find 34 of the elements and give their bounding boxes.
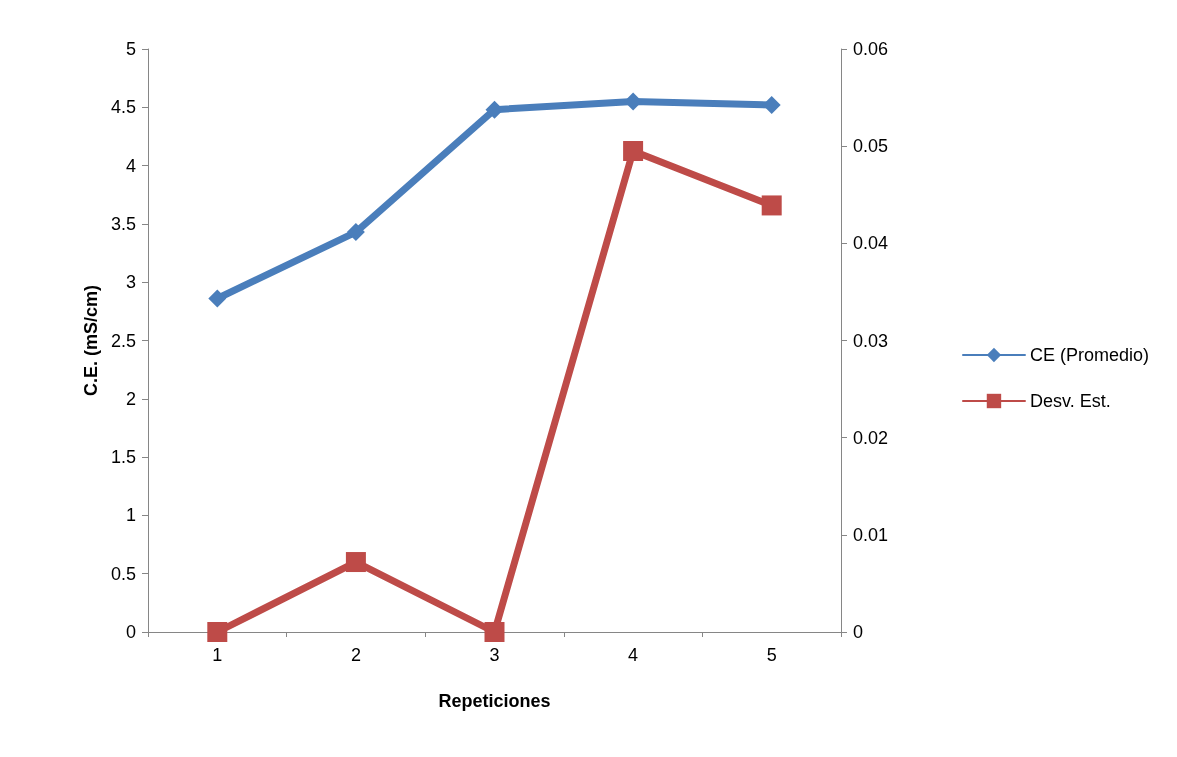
- legend-label: CE (Promedio): [1029, 345, 1149, 365]
- y-tick-label: 3.5: [110, 213, 136, 234]
- point: [761, 195, 782, 216]
- y-tick-label: 2.5: [110, 330, 136, 351]
- y2-tick-label: 0: [853, 622, 864, 642]
- x-tick-label: 1: [212, 645, 223, 665]
- x-tick-label: 2: [350, 645, 361, 665]
- y2-tick-label: 0.05: [853, 136, 889, 157]
- legend-label: Desv. Est.: [1029, 391, 1111, 411]
- y2-tick-label: 0.04: [853, 233, 889, 254]
- y2-tick-label: 0.06: [853, 39, 889, 59]
- point: [346, 223, 365, 242]
- y-tick-label: 3: [125, 272, 136, 293]
- y-axis-title: C.E. (mS/cm): [81, 284, 101, 397]
- y-tick-label: 0: [125, 622, 136, 642]
- x-tick-label: 3: [489, 645, 500, 665]
- y-tick-label: 0.5: [110, 563, 136, 584]
- point: [345, 552, 366, 573]
- x-axis-title: Repeticiones: [438, 691, 551, 711]
- y2-tick-label: 0.01: [853, 524, 889, 545]
- y2-tick-label: 0.02: [853, 427, 889, 448]
- y-tick-label: 2: [125, 388, 136, 409]
- point: [208, 289, 227, 308]
- x-tick-label: 4: [628, 645, 639, 665]
- y-tick-label: 1: [125, 505, 136, 526]
- x-tick-label: 5: [766, 645, 777, 665]
- y-tick-label: 5: [125, 39, 136, 59]
- y-tick-label: 4: [125, 155, 136, 176]
- point: [623, 141, 644, 162]
- point: [484, 622, 505, 642]
- y-tick-label: 4.5: [110, 97, 136, 118]
- y2-tick-label: 0.03: [853, 330, 889, 351]
- point: [207, 622, 228, 642]
- y-tick-label: 1.5: [110, 447, 136, 468]
